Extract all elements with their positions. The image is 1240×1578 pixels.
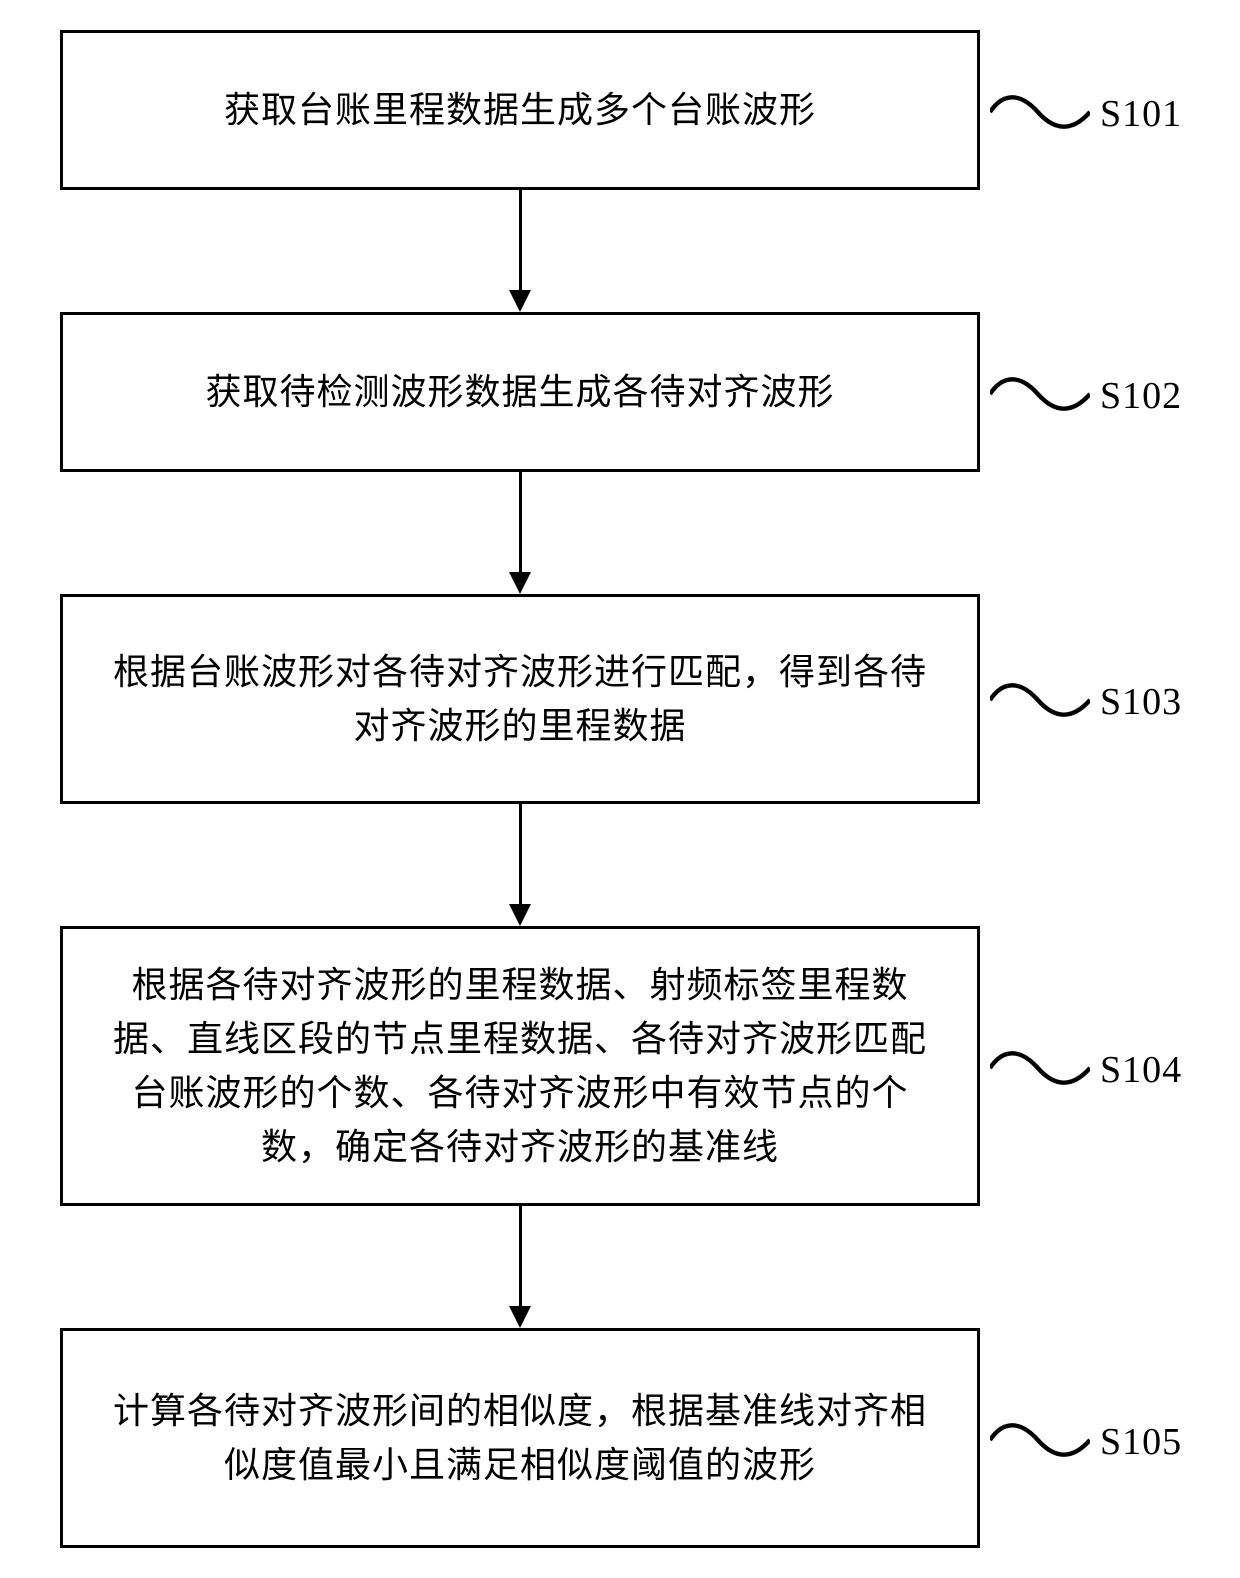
step-text-s103: 根据台账波形对各待对齐波形进行匹配，得到各待对齐波形的里程数据: [103, 645, 937, 753]
step-text-s105: 计算各待对齐波形间的相似度，根据基准线对齐相似度值最小且满足相似度阈值的波形: [103, 1384, 937, 1492]
step-box-s102: 获取待检测波形数据生成各待对齐波形: [60, 312, 980, 472]
step-text-s104: 根据各待对齐波形的里程数据、射频标签里程数据、直线区段的节点里程数据、各待对齐波…: [103, 958, 937, 1174]
step-box-s104: 根据各待对齐波形的里程数据、射频标签里程数据、直线区段的节点里程数据、各待对齐波…: [60, 926, 980, 1206]
wave-connector-s103: [990, 680, 1090, 720]
connector-s104-s105: [509, 1206, 531, 1328]
connector-s102-s103: [509, 472, 531, 594]
wave-connector-s101: [990, 92, 1090, 132]
wave-connector-s104: [990, 1048, 1090, 1088]
step-label-s102: S102: [1100, 374, 1182, 418]
step-text-s101: 获取台账里程数据生成多个台账波形: [224, 83, 816, 137]
wave-connector-s102: [990, 374, 1090, 414]
step-label-s105: S105: [1100, 1420, 1182, 1464]
step-text-s102: 获取待检测波形数据生成各待对齐波形: [205, 365, 834, 419]
step-label-s103: S103: [1100, 680, 1182, 724]
flowchart-canvas: 获取台账里程数据生成多个台账波形 S101 获取待检测波形数据生成各待对齐波形 …: [0, 0, 1240, 1578]
connector-s103-s104: [509, 804, 531, 926]
step-box-s105: 计算各待对齐波形间的相似度，根据基准线对齐相似度值最小且满足相似度阈值的波形: [60, 1328, 980, 1548]
step-label-s104: S104: [1100, 1048, 1182, 1092]
connector-s101-s102: [509, 190, 531, 312]
wave-connector-s105: [990, 1420, 1090, 1460]
step-box-s101: 获取台账里程数据生成多个台账波形: [60, 30, 980, 190]
step-label-s101: S101: [1100, 92, 1182, 136]
step-box-s103: 根据台账波形对各待对齐波形进行匹配，得到各待对齐波形的里程数据: [60, 594, 980, 804]
